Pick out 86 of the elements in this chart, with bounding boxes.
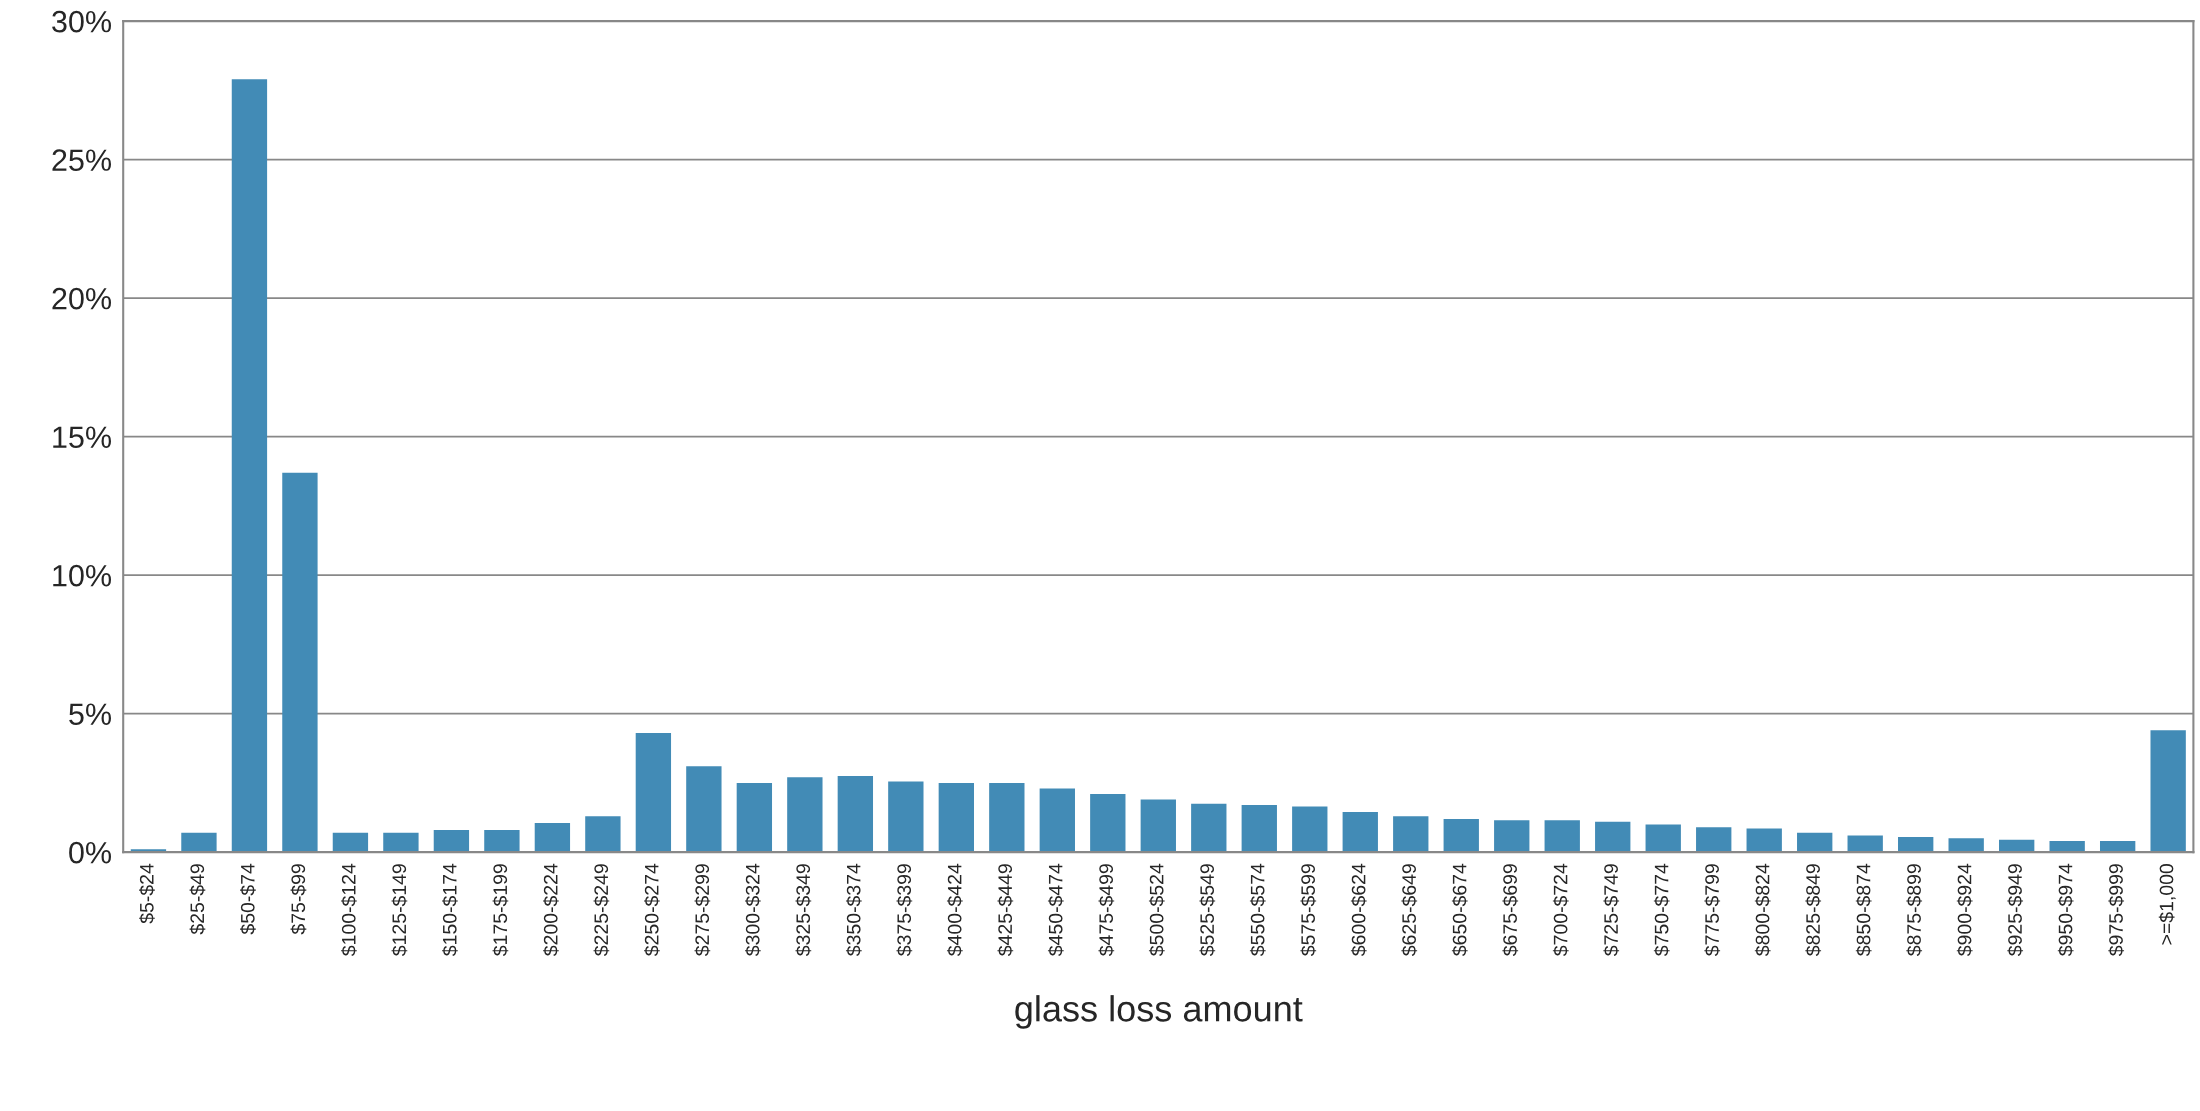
bar (231, 79, 268, 853)
bar (181, 832, 217, 853)
x-tick-label: $775-$799 (1704, 864, 1721, 957)
bar (1241, 805, 1277, 853)
x-tick-label: $175-$199 (492, 864, 509, 957)
x-tick-label: $900-$924 (1956, 863, 1973, 957)
bar (2150, 730, 2186, 853)
bar (585, 816, 621, 853)
x-tick-label: $150-$174 (442, 863, 458, 957)
y-tick-label: 20% (52, 287, 111, 310)
x-tick-label: $325-$349 (795, 864, 812, 957)
x-tick-label: $200-$224 (543, 863, 559, 957)
bar (1090, 793, 1126, 853)
y-tick-label: 30% (52, 10, 111, 33)
x-axis-title: glass loss amount (1015, 995, 1303, 1029)
y-tick-label: 0% (69, 841, 111, 864)
bar (736, 782, 773, 853)
x-tick-label: $375-$399 (896, 864, 913, 957)
x-tick-label: >=$1,000 (2158, 864, 2176, 945)
bar (1948, 838, 1984, 853)
bar (635, 733, 672, 853)
x-tick-label: $550-$574 (1249, 863, 1266, 957)
x-tick-label: $275-$299 (694, 864, 711, 957)
bar (1140, 799, 1176, 853)
y-tick-label: 5% (69, 703, 111, 725)
bar (484, 829, 520, 853)
bar (787, 777, 823, 853)
bar (1544, 820, 1580, 853)
bar (1746, 828, 1782, 853)
bar (1191, 803, 1227, 853)
bar (888, 781, 924, 853)
x-tick-label: $925-$949 (2007, 864, 2024, 957)
bar (332, 832, 369, 853)
bar (1696, 827, 1732, 853)
x-tick-label: $625-$649 (1401, 864, 1418, 957)
bar (1443, 818, 1479, 853)
x-tick-label: $575-$599 (1300, 864, 1317, 957)
bar (1292, 806, 1328, 853)
x-tick-label: $5-$24 (139, 863, 155, 924)
x-tick-label: $750-$774 (1653, 863, 1670, 957)
x-tick-label: $950-$974 (2057, 863, 2074, 957)
x-tick-label: $75-$99 (290, 864, 307, 935)
bar (1393, 816, 1429, 853)
bar (989, 782, 1025, 853)
y-tick-label: 10% (53, 564, 111, 587)
bar (1039, 788, 1075, 853)
x-tick-label: $875-$899 (1906, 864, 1923, 957)
x-tick-label: $600-$624 (1350, 863, 1367, 957)
x-tick-label: $250-$274 (644, 863, 660, 957)
x-tick-label: $650-$674 (1451, 863, 1468, 957)
x-tick-label: $825-$849 (1805, 864, 1822, 957)
bar (282, 472, 318, 853)
x-tick-label: $725-$749 (1603, 864, 1620, 957)
x-tick-label: $975-$999 (2108, 864, 2125, 957)
x-tick-label: $425-$449 (997, 864, 1014, 957)
x-tick-label: $50-$74 (240, 863, 256, 935)
bar (686, 766, 722, 853)
x-tick-label: $400-$424 (946, 863, 963, 957)
x-tick-label: $800-$824 (1754, 863, 1771, 957)
x-tick-label: $700-$724 (1552, 863, 1569, 957)
bar (1645, 824, 1681, 853)
bar (534, 823, 571, 853)
x-tick-label: $500-$524 (1148, 863, 1165, 957)
bar (1595, 821, 1631, 853)
x-tick-label: $525-$549 (1199, 864, 1216, 957)
x-tick-label: $125-$149 (391, 864, 408, 957)
x-tick-label: $100-$124 (341, 863, 357, 957)
y-tick-label: 25% (52, 149, 111, 171)
x-tick-label: $350-$374 (845, 863, 862, 957)
bar (1898, 836, 1934, 853)
bar (433, 829, 470, 853)
bar (1797, 832, 1833, 853)
bar (383, 832, 419, 853)
x-tick-label: $850-$874 (1855, 863, 1872, 957)
bar (1494, 820, 1530, 853)
bar (2049, 841, 2085, 853)
x-tick-label: $675-$699 (1502, 864, 1519, 957)
x-tick-label: $475-$499 (1098, 864, 1115, 957)
bar (938, 782, 974, 853)
x-tick-label: $225-$249 (593, 864, 610, 957)
x-tick-label: $450-$474 (1047, 863, 1064, 957)
x-tick-label: $25-$49 (189, 864, 206, 935)
x-tick-label: $300-$324 (744, 863, 761, 957)
bar (837, 775, 874, 853)
y-tick-label: 15% (53, 426, 111, 448)
bar (1342, 811, 1378, 853)
